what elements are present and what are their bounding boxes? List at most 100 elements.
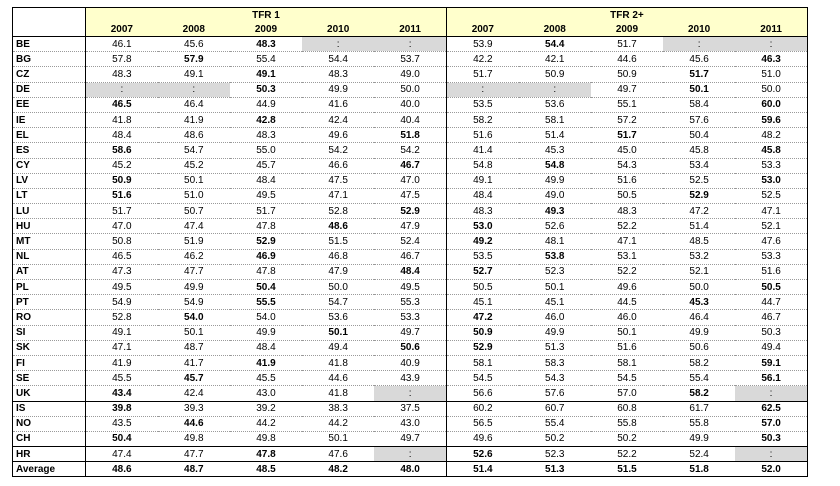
value-cell: 49.6 bbox=[590, 279, 664, 296]
value-cell: 54.3 bbox=[518, 370, 591, 387]
value-cell: 46.5 bbox=[84, 249, 158, 265]
value-cell: 50.2 bbox=[590, 431, 664, 448]
value-cell: 51.6 bbox=[445, 127, 519, 144]
country-code: SE bbox=[12, 370, 86, 387]
value-cell: 40.9 bbox=[374, 355, 447, 372]
value-cell: 43.0 bbox=[374, 416, 447, 432]
value-cell: 46.5 bbox=[84, 97, 158, 113]
country-code: BG bbox=[12, 51, 86, 68]
table-row: MT 50.8 51.9 52.9 51.5 52.4 49.2 48.1 47.1 48.5 47… bbox=[12, 233, 808, 250]
group-header-tfr2plus: TFR 2+ bbox=[445, 7, 808, 22]
value-cell: 48.3 bbox=[229, 127, 303, 144]
value-cell: 54.2 bbox=[302, 142, 375, 159]
value-cell: 52.5 bbox=[735, 188, 808, 205]
value-cell: 58.2 bbox=[663, 355, 736, 372]
value-cell: 58.3 bbox=[518, 355, 591, 372]
value-cell: 52.8 bbox=[84, 309, 158, 326]
value-cell: 48.4 bbox=[229, 340, 303, 356]
value-cell: 41.8 bbox=[302, 385, 375, 402]
value-cell: 48.3 bbox=[229, 36, 303, 53]
table-row: IE 41.8 41.9 42.8 42.4 40.4 58.2 58.1 57.2 57.6 59… bbox=[12, 112, 808, 129]
value-cell: 54.7 bbox=[157, 142, 230, 159]
value-cell: 48.3 bbox=[590, 203, 664, 220]
value-cell: 51.6 bbox=[84, 188, 158, 205]
country-code: HR bbox=[12, 446, 86, 463]
value-cell: 59.1 bbox=[735, 355, 808, 372]
value-cell: 51.3 bbox=[518, 461, 591, 477]
value-cell: 58.4 bbox=[663, 97, 736, 113]
value-cell: 50.5 bbox=[445, 279, 519, 296]
value-cell: 58.2 bbox=[445, 112, 519, 129]
year-header: 2011 bbox=[735, 22, 808, 37]
value-cell: 54.8 bbox=[445, 158, 519, 174]
value-cell: 50.5 bbox=[735, 279, 808, 296]
value-cell: 46.9 bbox=[229, 249, 303, 265]
value-cell: 47.7 bbox=[157, 264, 230, 281]
value-cell: : bbox=[445, 82, 519, 98]
value-cell: 54.4 bbox=[302, 51, 375, 68]
value-cell: 53.9 bbox=[445, 36, 519, 53]
year-header: 2008 bbox=[157, 22, 230, 37]
value-cell: 43.4 bbox=[84, 385, 158, 402]
value-cell: 52.1 bbox=[663, 264, 736, 281]
year-header: 2007 bbox=[445, 22, 519, 37]
value-cell: 43.0 bbox=[229, 385, 303, 402]
value-cell: 49.6 bbox=[445, 431, 519, 448]
table-row: IS 39.8 39.3 39.2 38.3 37.5 60.2 60.7 60.8 61.7 62… bbox=[12, 400, 808, 417]
value-cell: 45.7 bbox=[229, 158, 303, 174]
value-cell: 40.0 bbox=[374, 97, 447, 113]
value-cell: 50.0 bbox=[374, 82, 447, 98]
table-row: CZ 48.3 49.1 49.1 48.3 49.0 51.7 50.9 50.9 51.7 51… bbox=[12, 66, 808, 83]
year-header: 2007 bbox=[84, 22, 158, 37]
value-cell: 52.5 bbox=[663, 173, 736, 189]
value-cell: 46.7 bbox=[374, 249, 447, 265]
value-cell: 48.6 bbox=[302, 218, 375, 235]
table-row: EE 46.5 46.4 44.9 41.6 40.0 53.5 53.6 55.1 58.4 60… bbox=[12, 97, 808, 113]
value-cell: 48.6 bbox=[84, 461, 158, 477]
value-cell: 45.3 bbox=[663, 294, 736, 311]
value-cell: : bbox=[84, 82, 158, 98]
value-cell: 49.1 bbox=[84, 325, 158, 341]
value-cell: 45.6 bbox=[663, 51, 736, 68]
value-cell: 55.1 bbox=[590, 97, 664, 113]
country-code: FI bbox=[12, 355, 86, 372]
table-row: BE 46.1 45.6 48.3::53.9 54.4 51.7:: bbox=[12, 36, 808, 53]
value-cell: 47.1 bbox=[302, 188, 375, 205]
value-cell: 51.4 bbox=[445, 461, 519, 477]
value-cell: 50.6 bbox=[374, 340, 447, 356]
value-cell: 50.4 bbox=[663, 127, 736, 144]
table-row: PT 54.9 54.9 55.5 54.7 55.3 45.1 45.1 44.5 45.3 44… bbox=[12, 294, 808, 311]
country-code: HU bbox=[12, 218, 86, 235]
value-cell: 43.5 bbox=[84, 416, 158, 432]
value-cell: 55.5 bbox=[229, 294, 303, 311]
table-row: SE 45.5 45.7 45.5 44.6 43.9 54.5 54.3 54.5 55.4 56… bbox=[12, 370, 808, 387]
value-cell: 49.9 bbox=[663, 431, 736, 448]
value-cell: 53.7 bbox=[374, 51, 447, 68]
table-row: LV 50.9 50.1 48.4 47.5 47.0 49.1 49.9 51.6 52.5 53… bbox=[12, 173, 808, 189]
value-cell: 47.1 bbox=[590, 233, 664, 250]
value-cell: 47.7 bbox=[157, 446, 230, 463]
value-cell: 60.7 bbox=[518, 400, 591, 417]
value-cell: 58.6 bbox=[84, 142, 158, 159]
value-cell: 45.0 bbox=[590, 142, 664, 159]
value-cell: 49.9 bbox=[663, 325, 736, 341]
value-cell: : bbox=[157, 82, 230, 98]
value-cell: 50.0 bbox=[663, 279, 736, 296]
value-cell: 52.6 bbox=[445, 446, 519, 463]
value-cell: 44.9 bbox=[229, 97, 303, 113]
value-cell: 45.3 bbox=[518, 142, 591, 159]
value-cell: 41.9 bbox=[229, 355, 303, 372]
value-cell: 60.0 bbox=[735, 97, 808, 113]
value-cell: 60.2 bbox=[445, 400, 519, 417]
value-cell: 49.8 bbox=[157, 431, 230, 448]
value-cell: 50.9 bbox=[590, 66, 664, 83]
value-cell: : bbox=[735, 36, 808, 53]
table-row: BG 57.8 57.9 55.4 54.4 53.7 42.2 42.1 44.6 45.6 46… bbox=[12, 51, 808, 68]
value-cell: 52.3 bbox=[518, 264, 591, 281]
value-cell: 49.1 bbox=[157, 66, 230, 83]
value-cell: 50.9 bbox=[84, 173, 158, 189]
table-row: NO 43.5 44.6 44.2 44.2 43.0 56.5 55.4 55.8 55.8 57… bbox=[12, 416, 808, 432]
value-cell: 43.9 bbox=[374, 370, 447, 387]
country-code: AT bbox=[12, 264, 86, 281]
value-cell: 46.6 bbox=[302, 158, 375, 174]
